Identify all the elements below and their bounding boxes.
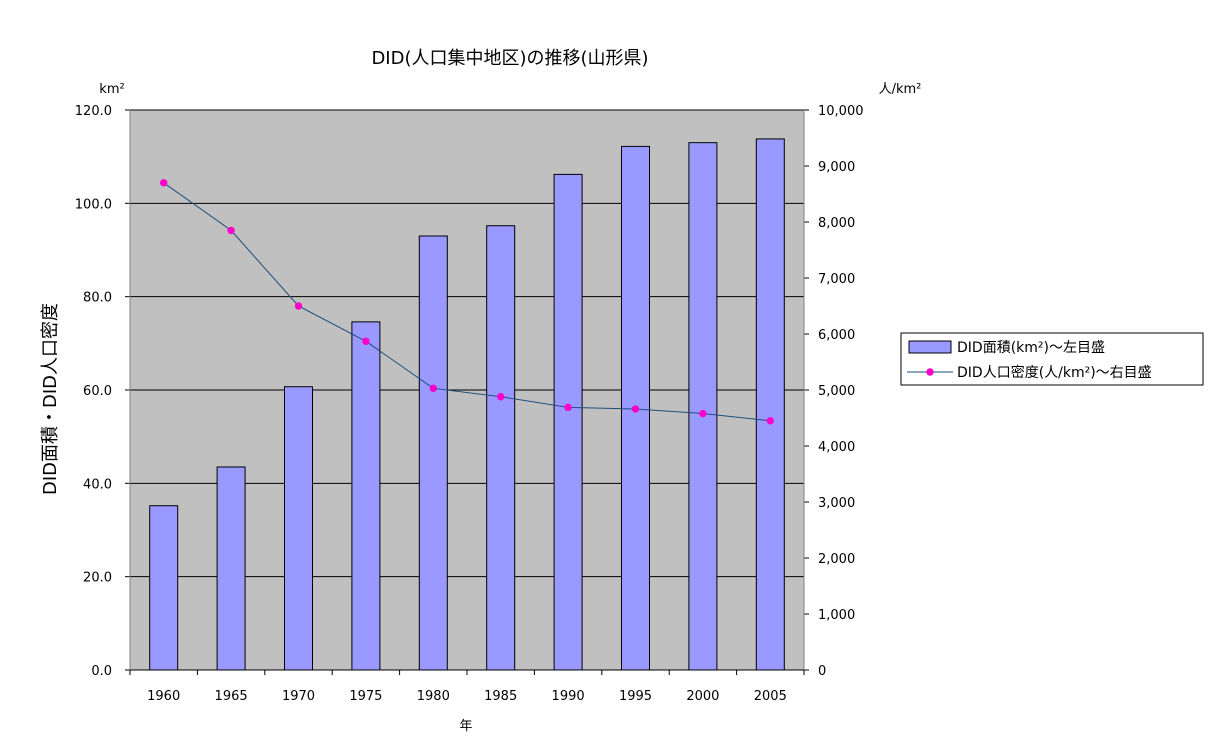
y-axis-title: DID面積・DID人口密度 xyxy=(40,303,61,495)
x-tick-label: 1970 xyxy=(282,689,315,704)
density-point xyxy=(497,393,505,401)
right-tick-label: 5,000 xyxy=(818,384,855,399)
bar xyxy=(553,173,583,671)
left-tick-label: 100.0 xyxy=(75,197,112,212)
bar xyxy=(755,138,785,671)
x-tick-label: 1965 xyxy=(215,689,248,704)
x-tick-label: 2000 xyxy=(686,689,719,704)
density-point xyxy=(294,302,303,310)
bar xyxy=(149,505,179,671)
density-point xyxy=(766,417,774,425)
bar xyxy=(418,235,448,671)
left-axis-unit: km² xyxy=(99,82,124,97)
x-tick-label: 2005 xyxy=(754,689,787,704)
density-point xyxy=(429,384,437,393)
bar xyxy=(216,466,246,671)
right-tick-label: 4,000 xyxy=(818,440,855,455)
legend: DID面積(km²)～左目盛 DID人口密度(人/km²)～右目盛 xyxy=(900,332,1204,386)
chart-title: DID(人口集中地区)の推移(山形県) xyxy=(371,48,648,69)
right-tick-label: 7,000 xyxy=(818,272,855,287)
x-tick-label: 1980 xyxy=(417,689,450,704)
x-axis-title: 年 xyxy=(459,719,472,734)
right-tick-label: 3,000 xyxy=(818,496,855,511)
right-tick-label: 8,000 xyxy=(818,216,855,231)
left-tick-label: 80.0 xyxy=(83,291,112,306)
left-tick-label: 20.0 xyxy=(83,571,112,586)
density-line xyxy=(163,182,771,422)
bar xyxy=(688,142,718,671)
left-tick-label: 60.0 xyxy=(83,384,112,399)
plot-area: 0.0 20.0 40.0 60.0 80.0 100.0 120.0 0 1,000 2,000… xyxy=(75,104,864,704)
right-tick-label: 0 xyxy=(818,664,826,679)
density-point xyxy=(227,226,235,235)
bar xyxy=(486,225,516,671)
bar xyxy=(284,386,313,671)
legend-bar-swatch xyxy=(908,340,952,354)
right-tick-label: 2,000 xyxy=(818,552,855,567)
density-point xyxy=(631,405,640,413)
density-point xyxy=(160,179,168,187)
density-point xyxy=(362,337,370,345)
density-point xyxy=(699,409,707,418)
left-tick-label: 120.0 xyxy=(75,104,112,119)
x-tick-label: 1975 xyxy=(349,689,382,704)
left-tick-label: 0.0 xyxy=(91,664,112,679)
legend-marker-swatch xyxy=(926,368,934,376)
right-tick-label: 1,000 xyxy=(818,608,855,623)
left-tick-label: 40.0 xyxy=(83,477,112,492)
x-tick-label: 1985 xyxy=(484,689,517,704)
x-tick-label: 1960 xyxy=(147,689,180,704)
bar xyxy=(351,321,381,671)
right-tick-label: 10,000 xyxy=(818,104,864,119)
right-axis-unit: 人/km² xyxy=(879,82,922,97)
x-tick-label: 1990 xyxy=(552,689,585,704)
density-point xyxy=(564,403,572,412)
right-tick-label: 6,000 xyxy=(818,328,855,343)
legend-label-density: DID人口密度(人/km²)～右目盛 xyxy=(957,364,1152,381)
legend-label-area: DID面積(km²)～左目盛 xyxy=(957,340,1105,356)
right-tick-label: 9,000 xyxy=(818,160,855,175)
x-tick-label: 1995 xyxy=(619,689,652,704)
